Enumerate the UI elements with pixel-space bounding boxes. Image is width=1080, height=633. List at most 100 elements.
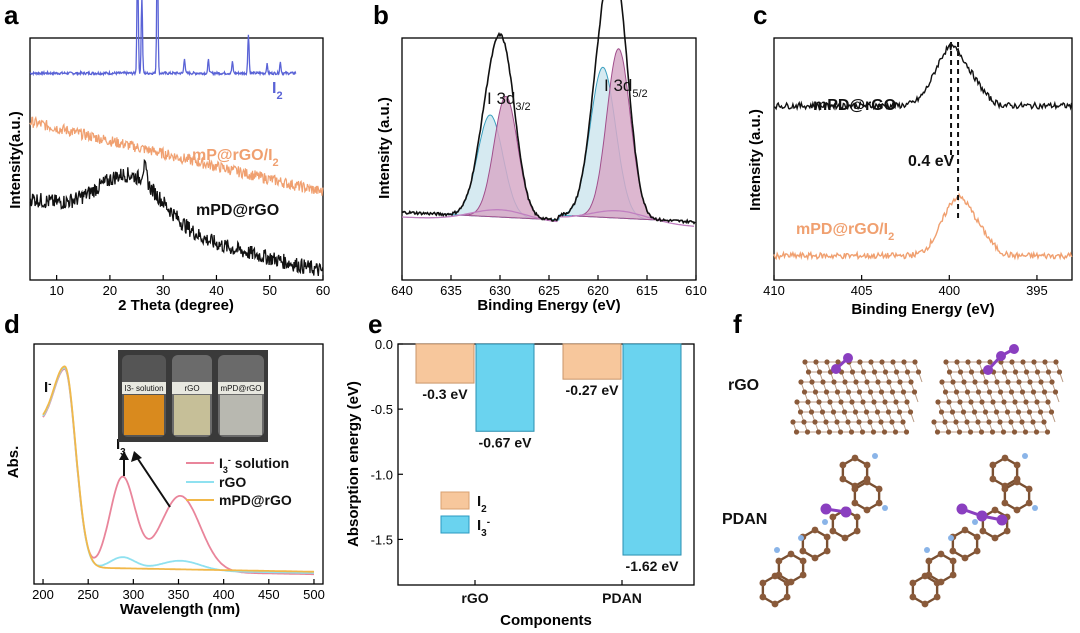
- bar-i3-pdan: [622, 343, 682, 556]
- vial-1-liquid: [124, 395, 164, 435]
- panel-f: f rGO PDAN: [722, 309, 1064, 608]
- y-tick-label-e-1: -0.5: [371, 402, 393, 417]
- x-tick-label-c-3: 395: [1026, 283, 1048, 298]
- bar-group-e: -0.3 eV -0.27 eV -0.67 eV -1.62 eV: [415, 343, 682, 574]
- series-label-mp-rgo-i2: mP@rGO/I2: [192, 147, 279, 169]
- row-label-pdan: PDAN: [722, 511, 767, 528]
- x-tick-label-b-6: 610: [685, 283, 707, 298]
- legend-swatch-i3: [440, 515, 470, 534]
- iodine-bond-rgo-left: [834, 356, 850, 371]
- series-line-c-1: [773, 192, 1073, 261]
- pdan-n-atom-right-0: [1022, 453, 1028, 459]
- iodine-bond-pdan-right: [961, 507, 1003, 522]
- y-tick-label-e-2: -1.0: [371, 467, 393, 482]
- legend-swatch-i2: [440, 491, 470, 510]
- series-group-d: [42, 365, 315, 576]
- x-ticks-b: 640 635 630 625 620 615 610: [391, 275, 707, 298]
- x-tick-label-b-1: 635: [440, 283, 462, 298]
- panel-c: c 410 405 400 395 Binding Energy (eV) Inten…: [747, 0, 1073, 318]
- pdan-ring-right-2: [1001, 478, 1033, 514]
- x-tick-label-d-0: 200: [32, 587, 54, 602]
- x-category-label-rgo: rGO: [461, 590, 488, 606]
- row-label-rgo: rGO: [728, 377, 759, 394]
- x-tick-label-a-4: 50: [262, 283, 276, 298]
- pdan-ring-left-4: [799, 526, 831, 562]
- legend-label-i3-solution: I3- solution: [219, 455, 289, 475]
- panel-a: a 10 20 30 40 50 60 2 Theta (degree) Intensit…: [4, 0, 330, 314]
- vial-1-label-bg: [122, 382, 166, 394]
- x-categories-e: rGO PDAN: [461, 580, 642, 606]
- x-tick-label-b-3: 625: [538, 283, 560, 298]
- series-line-i2: [29, 0, 297, 77]
- pdan-n-atom-left-4: [774, 547, 780, 553]
- pdan-ring-right-6: [909, 572, 941, 608]
- pdan-n-atom-left-3: [798, 535, 804, 541]
- panel-letter-f: f: [733, 309, 742, 339]
- bar-label-i2-pdan: -0.27 eV: [566, 382, 620, 398]
- y-axis-title-c: Intensity (a.u.): [747, 109, 764, 211]
- legend-label-rgo: rGO: [219, 474, 246, 490]
- vial-2-label-bg: [172, 382, 212, 394]
- plot-frame-b: [401, 37, 697, 281]
- y-axis-title-a: Intensity(a.u.): [7, 111, 24, 209]
- pdan-n-atom-left-0: [872, 453, 878, 459]
- y-tick-label-e-3: -1.5: [371, 532, 393, 547]
- x-tick-label-d-3: 350: [168, 587, 190, 602]
- x-tick-label-d-6: 500: [303, 587, 325, 602]
- y-tick-label-e-0: 0.0: [375, 337, 393, 352]
- panel-letter-c: c: [753, 0, 767, 30]
- peak-label-i-minus: I-: [44, 379, 52, 397]
- x-ticks-d: 200 250 300 350 400 450 500: [32, 579, 325, 602]
- series-line-mp-rgo-i2: [29, 115, 324, 196]
- x-axis-title-b: Binding Energy (eV): [477, 297, 620, 314]
- bar-i3-rgo: [475, 343, 535, 432]
- legend-label-mpd-rgo: mPD@rGO: [219, 492, 292, 508]
- panel-letter-e: e: [368, 309, 382, 339]
- raw-spectrum-line: [401, 0, 696, 225]
- x-tick-label-d-2: 300: [122, 587, 144, 602]
- x-tick-label-a-1: 20: [103, 283, 117, 298]
- x-tick-label-a-3: 40: [209, 283, 223, 298]
- panel-d: d 200 250 300 350 400 450 500 Wavelength (nm) …: [4, 309, 325, 618]
- x-tick-label-a-5: 60: [316, 283, 330, 298]
- x-axis-title-d: Wavelength (nm): [120, 601, 240, 618]
- pdan-n-atom-right-4: [924, 547, 930, 553]
- iodine-bond-rgo-right: [986, 347, 1015, 372]
- x-tick-label-b-0: 640: [391, 283, 413, 298]
- series-label-i2: I2: [272, 80, 283, 102]
- x-tick-label-b-2: 630: [489, 283, 511, 298]
- legend-e: I2 I3-: [440, 491, 490, 539]
- x-ticks-a: 10 20 30 40 50 60: [49, 275, 330, 298]
- pdan-n-atom-left-2: [822, 519, 828, 525]
- pdan-n-atom-right-3: [948, 535, 954, 541]
- vial-photo-inset: I3- solution rGO mPD@rGO: [118, 350, 268, 442]
- x-tick-label-c-2: 400: [938, 283, 960, 298]
- vial-3-liquid: [220, 395, 262, 435]
- series-line-mpd-rgo: [29, 158, 324, 276]
- x-category-label-pdan: PDAN: [602, 590, 642, 606]
- vial-label-mpd-rgo: mPD@rGO: [220, 384, 261, 393]
- x-axis-title-a: 2 Theta (degree): [118, 297, 234, 314]
- molecular-models: [759, 344, 1064, 608]
- legend-label-i3: I3-: [477, 517, 490, 539]
- x-tick-label-b-5: 615: [636, 283, 658, 298]
- series-line-c-0: [773, 42, 1073, 112]
- panel-e: e -0.3 eV -0.27 eV -0.67 eV -1.62 eV 0.0 -0.…: [345, 309, 695, 629]
- annotation-shift: 0.4 eV: [908, 153, 955, 170]
- series-group-b: [401, 0, 696, 227]
- x-tick-label-d-5: 450: [258, 587, 280, 602]
- x-tick-label-d-4: 400: [213, 587, 235, 602]
- iodine-bond-pdan-left: [825, 507, 847, 514]
- vial-label-rgo: rGO: [184, 384, 199, 393]
- series-label-c-mpd-rgo-i2: mPD@rGO/I2: [796, 221, 894, 243]
- bar-i2-rgo: [415, 343, 475, 384]
- graphene-sheet-right: [931, 359, 1064, 435]
- series-group-a: [29, 0, 324, 276]
- vial-label-i3-solution: I3- solution: [124, 384, 163, 393]
- bar-label-i3-pdan: -1.62 eV: [626, 558, 680, 574]
- plot-frame-e: [397, 343, 695, 586]
- y-axis-title-e: Absorption energy (eV): [345, 381, 362, 547]
- x-axis-title-e: Components: [500, 612, 592, 629]
- plot-frame-a: [29, 37, 324, 281]
